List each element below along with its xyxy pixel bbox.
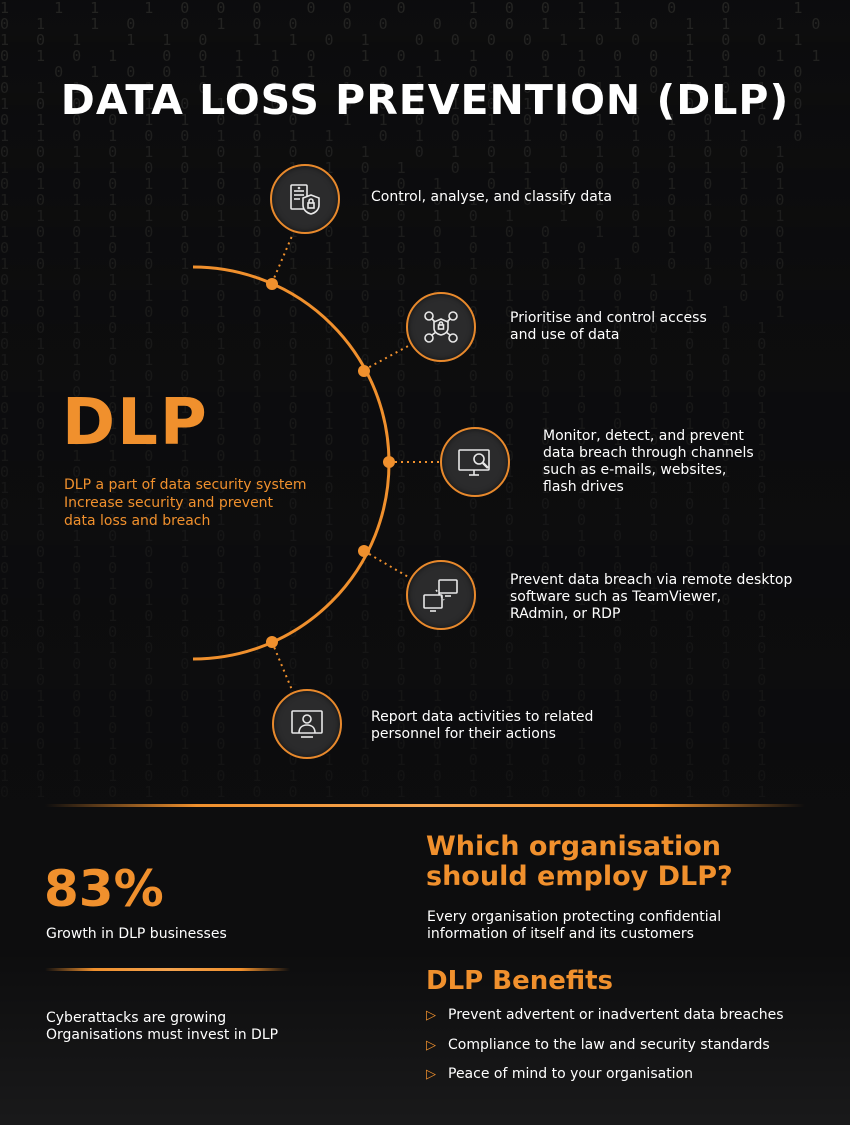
item-line: personnel for their actions	[371, 726, 556, 742]
remote-desktop-icon	[406, 560, 476, 630]
which-title-line: should employ DLP?	[426, 861, 733, 892]
item-line: such as e-mails, websites,	[543, 462, 727, 478]
which-body: Every organisation protecting confidenti…	[427, 909, 721, 943]
data-shield-icon	[270, 164, 340, 234]
which-body-line: information of itself and its customers	[427, 926, 694, 942]
dlp-description: DLP a part of data security system Incre…	[64, 476, 307, 530]
benefit-text: Prevent advertent or inadvertent data br…	[448, 1007, 784, 1023]
connector-1	[271, 235, 293, 284]
item-text-1: Control, analyse, and classify data	[371, 189, 612, 206]
arc-dot-4	[358, 545, 370, 557]
dlp-description-line: Increase security and prevent	[64, 495, 274, 511]
item-line: RAdmin, or RDP	[510, 606, 621, 622]
item-line: Control, analyse, and classify data	[371, 189, 612, 205]
cyber-line: Cyberattacks are growing	[46, 1010, 227, 1026]
arc-dot-2	[358, 365, 370, 377]
dlp-arc-diagram	[192, 235, 440, 691]
arc-dot-3	[383, 456, 395, 468]
item-line: Prioritise and control access	[510, 310, 707, 326]
item-line: software such as TeamViewer,	[510, 589, 722, 605]
stat-label: Growth in DLP businesses	[46, 926, 227, 942]
which-body-line: Every organisation protecting confidenti…	[427, 909, 722, 925]
stat-divider	[45, 968, 290, 971]
benefit-text: Peace of mind to your organisation	[448, 1066, 694, 1082]
item-text-3: Monitor, detect, and prevent data breach…	[543, 428, 754, 496]
item-line: data breach through channels	[543, 445, 754, 461]
connector-4	[363, 550, 411, 579]
benefit-item: ▷ Compliance to the law and security sta…	[426, 1037, 770, 1053]
arc-dot-1	[266, 278, 278, 290]
dlp-description-line: DLP a part of data security system	[64, 477, 307, 493]
dlp-heading: DLP	[62, 386, 209, 460]
item-line: Prevent data breach via remote desktop	[510, 572, 793, 588]
dlp-description-line: data loss and breach	[64, 513, 211, 529]
connector-5	[271, 641, 293, 691]
arrow-icon: ▷	[426, 1007, 436, 1023]
cyber-line: Organisations must invest in DLP	[46, 1027, 279, 1043]
which-title-line: Which organisation	[426, 831, 721, 862]
item-line: flash drives	[543, 479, 624, 495]
item-text-5: Report data activities to related person…	[371, 709, 593, 743]
item-text-2: Prioritise and control access and use of…	[510, 310, 707, 344]
orange-arc	[192, 265, 391, 661]
page-title: DATA LOSS PREVENTION (DLP)	[60, 76, 790, 124]
binary-background: 1 1 1 1 0 0 0 0 0 0 1 0 0 1 1 0 0 1 0 1 …	[0, 0, 850, 800]
monitor-search-icon	[440, 427, 510, 497]
access-network-icon	[406, 292, 476, 362]
benefits-title: DLP Benefits	[426, 966, 614, 996]
section-divider	[45, 804, 805, 807]
item-line: and use of data	[510, 327, 620, 343]
item-text-4: Prevent data breach via remote desktop s…	[510, 572, 792, 623]
cyber-note: Cyberattacks are growing Organisations m…	[46, 1010, 278, 1044]
item-line: Monitor, detect, and prevent	[543, 428, 744, 444]
connector-2	[363, 344, 411, 371]
stat-value: 83%	[44, 860, 164, 918]
benefit-item: ▷ Peace of mind to your organisation	[426, 1066, 693, 1082]
user-report-icon	[272, 689, 342, 759]
item-line: Report data activities to related	[371, 709, 594, 725]
arrow-icon: ▷	[426, 1037, 436, 1053]
which-title: Which organisation should employ DLP?	[426, 832, 733, 892]
benefit-item: ▷ Prevent advertent or inadvertent data …	[426, 1007, 784, 1023]
arrow-icon: ▷	[426, 1066, 436, 1082]
arc-dot-5	[266, 636, 278, 648]
bottom-fade	[0, 950, 850, 1125]
benefit-text: Compliance to the law and security stand…	[448, 1037, 770, 1053]
